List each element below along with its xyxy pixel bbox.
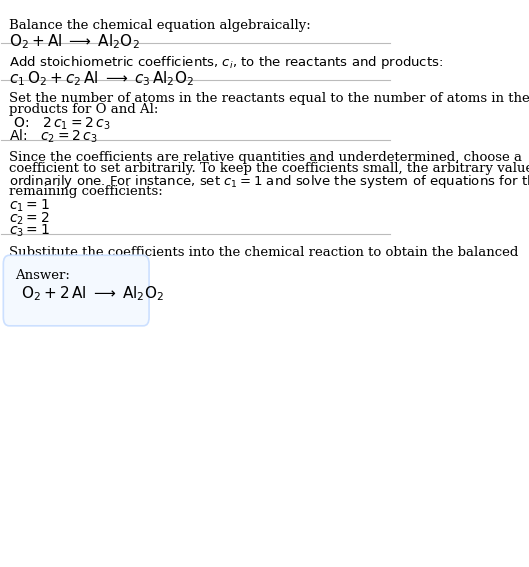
Text: $c_1 = 1$: $c_1 = 1$ <box>9 198 50 214</box>
Text: $\mathrm{O_2 + 2\,Al \;\longrightarrow\; Al_2O_2}$: $\mathrm{O_2 + 2\,Al \;\longrightarrow\;… <box>21 285 164 303</box>
Text: products for O and Al:: products for O and Al: <box>9 103 159 116</box>
Text: ordinarily one. For instance, set $c_1 = 1$ and solve the system of equations fo: ordinarily one. For instance, set $c_1 =… <box>9 174 529 191</box>
Text: $c_2 = 2$: $c_2 = 2$ <box>9 210 50 227</box>
Text: equation:: equation: <box>9 257 72 270</box>
Text: $c_1\,\mathrm{O_2} + c_2\,\mathrm{Al} \;\longrightarrow\; c_3\,\mathrm{Al_2O_2}$: $c_1\,\mathrm{O_2} + c_2\,\mathrm{Al} \;… <box>9 69 194 88</box>
Text: Add stoichiometric coefficients, $c_i$, to the reactants and products:: Add stoichiometric coefficients, $c_i$, … <box>9 54 443 71</box>
Text: Balance the chemical equation algebraically:: Balance the chemical equation algebraica… <box>9 19 311 32</box>
Text: O:   $2\,c_1 = 2\,c_3$: O: $2\,c_1 = 2\,c_3$ <box>9 115 111 132</box>
Text: coefficient to set arbitrarily. To keep the coefficients small, the arbitrary va: coefficient to set arbitrarily. To keep … <box>9 162 529 175</box>
Text: Substitute the coefficients into the chemical reaction to obtain the balanced: Substitute the coefficients into the che… <box>9 246 518 259</box>
FancyBboxPatch shape <box>3 255 149 326</box>
Text: remaining coefficients:: remaining coefficients: <box>9 185 163 198</box>
Text: $c_3 = 1$: $c_3 = 1$ <box>9 223 50 239</box>
Text: $\mathrm{O_2 + Al \;\longrightarrow\; Al_2O_2}$: $\mathrm{O_2 + Al \;\longrightarrow\; Al… <box>9 32 140 50</box>
Text: Since the coefficients are relative quantities and underdetermined, choose a: Since the coefficients are relative quan… <box>9 151 522 164</box>
Text: Answer:: Answer: <box>15 269 70 282</box>
Text: Set the number of atoms in the reactants equal to the number of atoms in the: Set the number of atoms in the reactants… <box>9 92 529 105</box>
Text: Al:   $c_2 = 2\,c_3$: Al: $c_2 = 2\,c_3$ <box>9 128 98 145</box>
